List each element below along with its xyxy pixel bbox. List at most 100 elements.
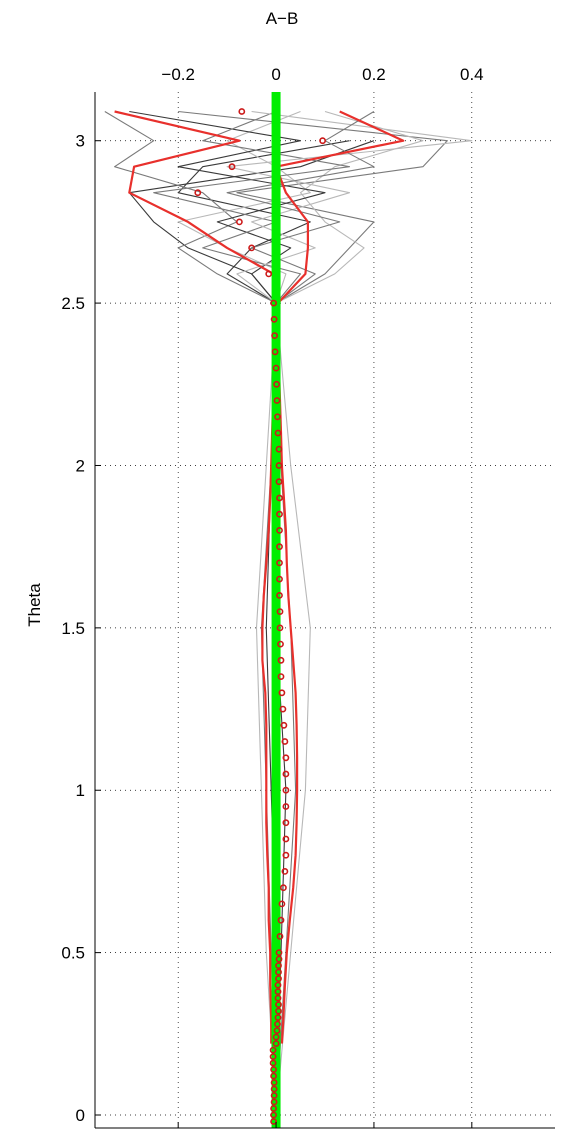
- envelope-lines: [114, 110, 405, 1044]
- mean-marker-9: [269, 1059, 277, 1067]
- mean-marker-60: [273, 397, 281, 404]
- mean-marker-25: [275, 955, 283, 963]
- mean-marker-66: [270, 299, 277, 307]
- mean-marker-69: [235, 218, 243, 226]
- mean-marker-44: [277, 656, 285, 664]
- mean-marker-39: [281, 738, 289, 745]
- mean-markers: [194, 108, 326, 1125]
- mean-marker-27: [276, 933, 284, 940]
- mean-marker-42: [278, 689, 286, 697]
- x-tick-label-2: 0.2: [362, 65, 386, 84]
- mean-marker-30: [279, 884, 287, 892]
- mean-marker-23: [275, 968, 282, 976]
- sample-curve-2: [178, 110, 448, 1116]
- mean-marker-32: [282, 851, 290, 859]
- sample-curve-8: [226, 110, 473, 304]
- mean-marker-41: [279, 705, 287, 713]
- y-tick-label-0: 0: [76, 1106, 85, 1125]
- mean-marker-29: [278, 900, 286, 908]
- x-tick-label-0: −0.2: [161, 65, 195, 84]
- mean-marker-61: [273, 380, 280, 388]
- mean-marker-4: [270, 1092, 278, 1099]
- mean-marker-33: [282, 835, 290, 843]
- mean-marker-38: [282, 754, 290, 762]
- sample-curves: [104, 110, 473, 1116]
- mean-marker-20: [274, 988, 282, 995]
- y-tick-label-1: 0.5: [61, 944, 85, 963]
- x-tick-label-3: 0.4: [460, 65, 484, 84]
- x-tick-labels: −0.2 0 0.2 0.4: [161, 65, 483, 84]
- mean-marker-36: [282, 786, 290, 794]
- mean-marker-64: [271, 332, 278, 339]
- mean-marker-70: [194, 189, 202, 197]
- sample-curve-9: [226, 111, 375, 304]
- mean-marker-22: [275, 975, 282, 982]
- mean-marker-34: [282, 819, 290, 827]
- mean-marker-28: [277, 916, 285, 924]
- mean-marker-71: [228, 163, 236, 171]
- mean-marker-57: [275, 445, 283, 453]
- mean-marker-5: [270, 1085, 278, 1093]
- mean-marker-59: [274, 413, 281, 421]
- mean-marker-16: [274, 1014, 282, 1021]
- mean-marker-10: [269, 1053, 277, 1060]
- mean-marker-45: [277, 640, 284, 648]
- y-tick-label-6: 3: [76, 132, 85, 151]
- mean-marker-19: [274, 994, 282, 1002]
- mean-marker-49: [276, 575, 283, 583]
- mean-marker-24: [275, 962, 282, 969]
- mean-marker-14: [273, 1027, 281, 1034]
- mean-marker-21: [274, 981, 282, 989]
- y-tick-label-2: 1: [76, 781, 85, 800]
- x-axis-label: A−B: [266, 9, 299, 28]
- sample-curve-7: [153, 110, 351, 304]
- envelope-upper-line: [275, 110, 405, 1044]
- x-tick-label-1: 0: [271, 65, 280, 84]
- mean-marker-26: [275, 949, 283, 956]
- sample-curve-4: [275, 110, 424, 1116]
- y-tick-label-4: 2: [76, 456, 85, 475]
- mean-marker-0: [270, 1118, 277, 1125]
- mean-marker-72: [319, 137, 326, 145]
- y-tick-label-5: 2.5: [61, 294, 85, 313]
- mean-marker-2: [270, 1105, 277, 1112]
- mean-marker-67: [265, 270, 273, 278]
- sample-curve-1: [177, 140, 350, 1116]
- mean-marker-54: [276, 494, 283, 502]
- mean-marker-37: [282, 770, 290, 778]
- y-tick-labels: 0 0.5 1 1.5 2 2.5 3: [61, 132, 85, 1125]
- mean-marker-50: [276, 559, 283, 567]
- mean-marker-1: [270, 1111, 277, 1119]
- mean-marker-18: [275, 1001, 282, 1008]
- mean-marker-6: [270, 1079, 278, 1086]
- envelope-lower-line: [114, 110, 276, 1044]
- mean-marker-31: [281, 868, 289, 875]
- mean-marker-46: [276, 624, 284, 632]
- mean-marker-12: [272, 1040, 280, 1047]
- mean-marker-55: [275, 478, 283, 486]
- mean-marker-58: [274, 429, 282, 437]
- mean-marker-65: [270, 315, 278, 323]
- mean-marker-68: [248, 244, 255, 252]
- y-axis-label: Theta: [25, 583, 44, 627]
- mean-marker-35: [282, 803, 290, 810]
- y-tick-label-3: 1.5: [61, 619, 85, 638]
- mean-marker-3: [270, 1098, 278, 1106]
- mean-marker-17: [275, 1007, 282, 1015]
- mean-marker-7: [270, 1072, 277, 1080]
- mean-marker-73: [238, 108, 246, 115]
- mean-marker-13: [272, 1033, 280, 1041]
- mean-marker-40: [280, 721, 288, 729]
- mean-marker-51: [276, 543, 283, 551]
- axes-frame: [94, 92, 555, 1129]
- grid: [95, 92, 555, 1128]
- mean-marker-11: [269, 1046, 277, 1054]
- mean-marker-48: [276, 592, 283, 599]
- mean-marker-56: [275, 462, 283, 469]
- mean-marker-43: [277, 673, 285, 680]
- mean-marker-47: [276, 608, 284, 615]
- mean-marker-8: [270, 1066, 277, 1073]
- mean-marker-15: [274, 1020, 281, 1028]
- mean-marker-63: [271, 348, 279, 356]
